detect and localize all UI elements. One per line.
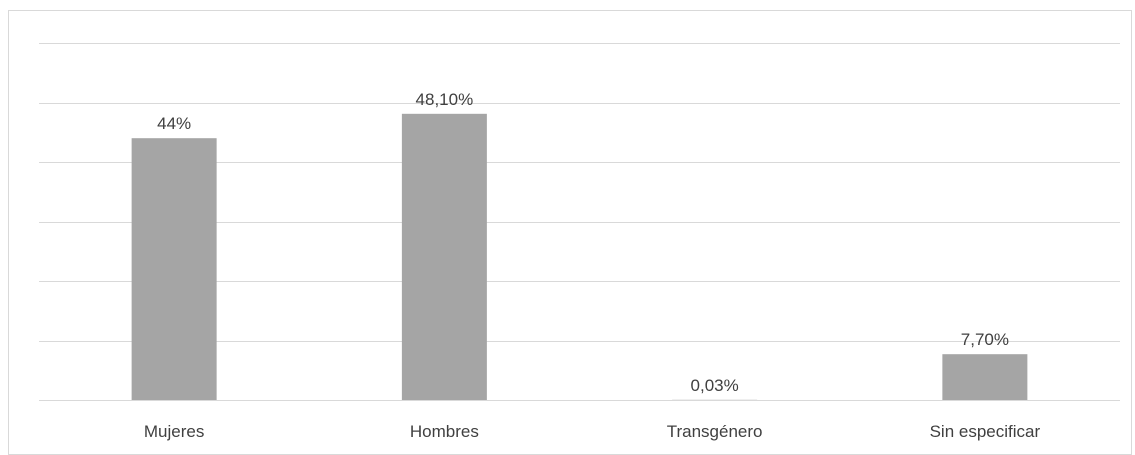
bar-mujeres <box>132 138 217 400</box>
data-label: 0,03% <box>691 376 739 395</box>
x-tick-label: Mujeres <box>144 422 204 441</box>
x-tick-label: Hombres <box>410 422 479 441</box>
x-tick-label: Sin especificar <box>930 422 1041 441</box>
bar-hombres <box>402 114 487 400</box>
bars <box>132 114 1028 400</box>
data-label: 7,70% <box>961 330 1009 349</box>
x-tick-label: Transgénero <box>667 422 763 441</box>
x-tick-labels: Mujeres Hombres Transgénero Sin especificar <box>144 422 1041 441</box>
data-labels: 44% 48,10% 0,03% 7,70% <box>157 90 1009 395</box>
data-label: 48,10% <box>416 90 474 109</box>
bar-sin-especificar <box>942 354 1027 400</box>
data-label: 44% <box>157 114 191 133</box>
